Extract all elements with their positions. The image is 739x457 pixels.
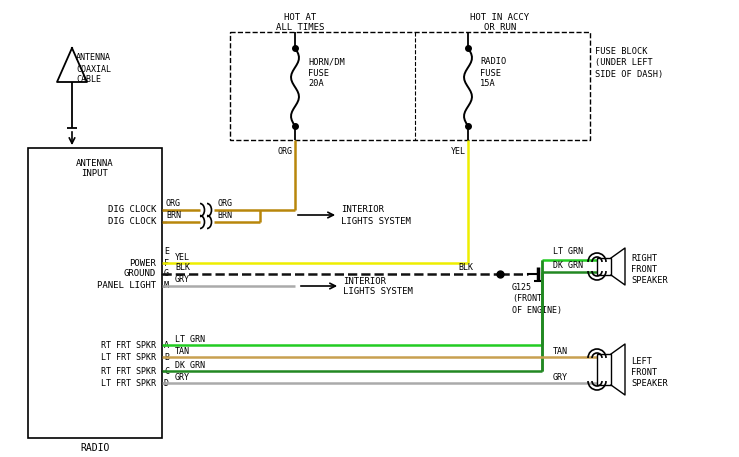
Text: D: D	[164, 378, 169, 388]
Text: FUSE: FUSE	[480, 69, 501, 78]
Text: BRN: BRN	[217, 212, 232, 220]
Text: INTERIOR: INTERIOR	[341, 206, 384, 214]
Text: SPEAKER: SPEAKER	[631, 276, 668, 285]
Text: GROUND: GROUND	[123, 270, 156, 278]
Text: F: F	[164, 259, 169, 267]
Text: SPEAKER: SPEAKER	[631, 379, 668, 388]
Bar	[28, 148, 162, 438]
Text: G125: G125	[512, 283, 532, 292]
Text: HOT IN ACCY: HOT IN ACCY	[471, 14, 530, 22]
Text: ORG: ORG	[217, 200, 232, 208]
Text: RADIO: RADIO	[480, 58, 506, 67]
Text: ANTENNA: ANTENNA	[76, 159, 114, 169]
Text: DK GRN: DK GRN	[553, 261, 583, 271]
Text: RADIO: RADIO	[81, 443, 109, 453]
Text: TAN: TAN	[175, 346, 190, 356]
Text: B: B	[164, 352, 169, 361]
Text: (UNDER LEFT: (UNDER LEFT	[595, 58, 653, 68]
Text: ALL TIMES: ALL TIMES	[276, 22, 324, 32]
Text: LIGHTS SYSTEM: LIGHTS SYSTEM	[343, 287, 413, 297]
Text: BLK: BLK	[458, 264, 473, 272]
Text: LT FRT SPKR: LT FRT SPKR	[101, 378, 156, 388]
Bar	[597, 258, 611, 275]
Text: LT GRN: LT GRN	[175, 335, 205, 344]
Text: YEL: YEL	[175, 253, 190, 261]
Text: DIG CLOCK: DIG CLOCK	[108, 206, 156, 214]
Text: DIG CLOCK: DIG CLOCK	[108, 218, 156, 227]
Text: HOT AT: HOT AT	[284, 14, 316, 22]
Text: POWER: POWER	[129, 259, 156, 267]
Text: BLK: BLK	[175, 264, 190, 272]
Text: ANTENNA: ANTENNA	[76, 53, 111, 62]
Text: (FRONT: (FRONT	[512, 294, 542, 303]
Text: RIGHT: RIGHT	[631, 254, 657, 263]
Text: DK GRN: DK GRN	[175, 361, 205, 370]
Text: LEFT: LEFT	[631, 357, 652, 366]
Text: ORG: ORG	[166, 200, 181, 208]
Text: TAN: TAN	[553, 347, 568, 356]
Text: C: C	[164, 367, 169, 376]
Text: RT FRT SPKR: RT FRT SPKR	[101, 340, 156, 350]
Text: FRONT: FRONT	[631, 265, 657, 274]
Text: YEL: YEL	[451, 148, 466, 156]
Text: LT FRT SPKR: LT FRT SPKR	[101, 352, 156, 361]
Text: SIDE OF DASH): SIDE OF DASH)	[595, 69, 663, 79]
Text: 20A: 20A	[308, 80, 324, 89]
Text: HORN/DM: HORN/DM	[308, 58, 345, 67]
Text: ORG: ORG	[278, 148, 293, 156]
Text: OR RUN: OR RUN	[484, 22, 516, 32]
Text: 15A: 15A	[480, 80, 496, 89]
Text: CABLE: CABLE	[76, 75, 101, 85]
Text: M: M	[164, 282, 169, 291]
Text: OF ENGINE): OF ENGINE)	[512, 305, 562, 314]
Text: G: G	[164, 270, 169, 278]
Text: BRN: BRN	[166, 212, 181, 220]
Text: LT GRN: LT GRN	[553, 248, 583, 256]
Text: E: E	[164, 248, 169, 256]
Text: FRONT: FRONT	[631, 368, 657, 377]
Bar	[597, 354, 611, 385]
Text: GRY: GRY	[553, 372, 568, 382]
Text: A: A	[164, 340, 169, 350]
Text: LIGHTS SYSTEM: LIGHTS SYSTEM	[341, 217, 411, 225]
Text: FUSE BLOCK: FUSE BLOCK	[595, 48, 647, 57]
Bar	[230, 32, 590, 140]
Text: PANEL LIGHT: PANEL LIGHT	[97, 282, 156, 291]
Text: GRY: GRY	[175, 276, 190, 285]
Text: RT FRT SPKR: RT FRT SPKR	[101, 367, 156, 376]
Text: COAXIAL: COAXIAL	[76, 65, 111, 74]
Text: INPUT: INPUT	[81, 170, 109, 179]
Text: GRY: GRY	[175, 372, 190, 382]
Text: FUSE: FUSE	[308, 69, 329, 78]
Text: INTERIOR: INTERIOR	[343, 276, 386, 286]
